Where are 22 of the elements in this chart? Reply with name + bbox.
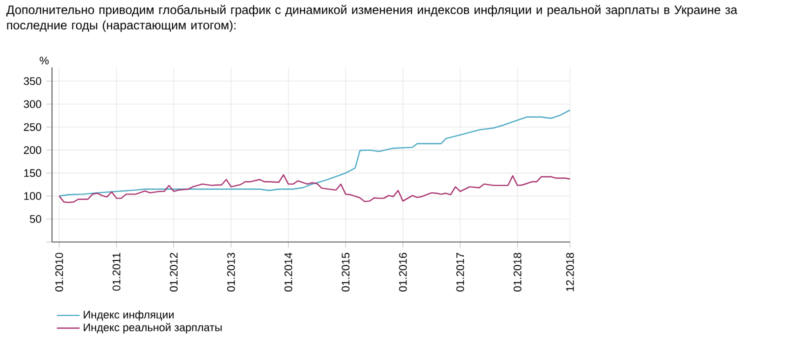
y-tick-label: 350 — [24, 77, 42, 85]
line-series — [58, 174, 571, 204]
y-tick-label: 150 — [24, 169, 42, 177]
legend-label: Индекс инфляции — [84, 310, 174, 321]
x-tick-label: 01.2017 — [456, 252, 464, 292]
x-tick-label: 01.2011 — [112, 252, 120, 291]
y-tick-label: 250 — [24, 123, 42, 131]
x-tick-label: 01.2016 — [399, 252, 407, 292]
y-tick-label: 50 — [30, 215, 42, 223]
x-tick-label: 01.2012 — [170, 252, 178, 292]
y-tick-label: 300 — [24, 100, 42, 108]
legend-label: Индекс реальной зарплаты — [84, 323, 222, 334]
y-axis-title: % — [40, 56, 49, 64]
chart-title: Дополнительно приводим глобальный график с динамикой изменения индексов инфляции и реальной зарплаты в Украине за последние годы (нарастающим итогом): — [6, 4, 738, 32]
y-tick-label: 200 — [24, 146, 42, 154]
y-tick-label: 100 — [24, 192, 42, 200]
x-tick-label: 01.2015 — [342, 252, 350, 292]
x-tick-label: 01.2013 — [227, 252, 235, 292]
x-tick-label: 12.2018 — [566, 252, 574, 292]
x-tick-label: 01.2018 — [514, 252, 522, 292]
x-tick-label: 01.2014 — [284, 252, 292, 292]
x-tick-label: 01.2010 — [55, 252, 64, 292]
